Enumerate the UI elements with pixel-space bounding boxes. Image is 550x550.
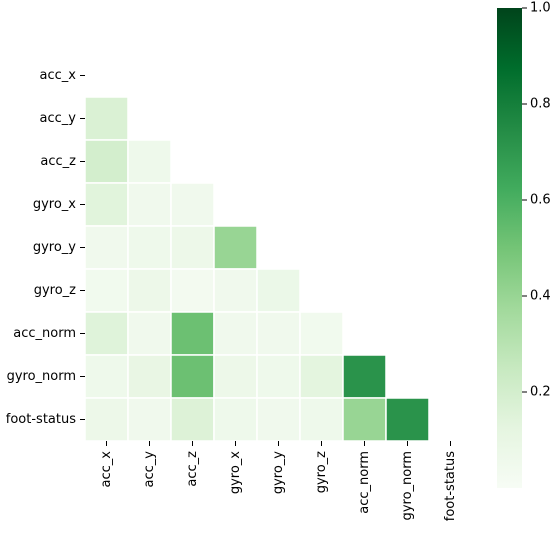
y-tick-label-gyro_x: gyro_x [33,197,76,212]
y-tick-label-gyro_y: gyro_y [33,240,76,255]
x-tick-label-foot-status: foot-status [443,451,458,521]
x-tick-labels: acc_x acc_y acc_z gyro_x gyro_y gyro_z acc_nor… [99,441,458,521]
y-tick-label-gyro_z: gyro_z [34,283,76,298]
cell-acc_z-acc_x [84,139,129,184]
cell-acc_z-acc_y [127,139,172,184]
cell-acc_norm-acc_x [84,311,129,356]
colorbar-tick-label: 0.8 [530,97,550,112]
cell-foot-status-acc_y [127,397,172,442]
cell-gyro_norm-acc_y [127,354,172,399]
cell-gyro_norm-acc_z [170,354,215,399]
colorbar: 0.2 0.4 0.6 0.8 1.0 [497,1,550,488]
cell-acc_y-acc_x [84,96,129,141]
cell-foot-status-gyro_z [299,397,344,442]
cell-gyro_y-acc_z [170,225,215,270]
colorbar-tick-label: 1.0 [530,1,550,16]
cell-foot-status-gyro_y [256,397,301,442]
x-tick-label-gyro_norm: gyro_norm [400,451,415,520]
cell-acc_norm-acc_z [170,311,215,356]
cell-foot-status-gyro_x [213,397,258,442]
cell-gyro_x-acc_y [127,182,172,227]
cell-foot-status-acc_z [170,397,215,442]
x-tick-label-gyro_y: gyro_y [271,451,286,494]
cell-gyro_norm-gyro_y [256,354,301,399]
cell-gyro_z-acc_y [127,268,172,313]
y-tick-label-acc_y: acc_y [40,111,77,126]
x-tick-label-gyro_z: gyro_z [314,451,329,493]
cell-gyro_x-acc_z [170,182,215,227]
y-tick-labels: acc_x acc_y acc_z gyro_x gyro_y gyro_z acc_nor… [6,68,85,427]
x-tick-label-acc_x: acc_x [99,451,114,488]
cell-gyro_norm-gyro_z [299,354,344,399]
cell-gyro_y-acc_x [84,225,129,270]
cell-gyro_y-acc_y [127,225,172,270]
colorbar-tick-label: 0.2 [530,385,550,400]
cell-acc_norm-gyro_x [213,311,258,356]
x-tick-label-acc_z: acc_z [185,451,200,487]
cell-gyro_norm-acc_x [84,354,129,399]
cell-gyro_z-gyro_y [256,268,301,313]
cell-gyro_norm-acc_norm [342,354,387,399]
cell-gyro_y-gyro_x [213,225,258,270]
cell-foot-status-acc_x [84,397,129,442]
y-tick-label-acc_x: acc_x [40,68,77,83]
x-tick-label-acc_norm: acc_norm [357,451,372,514]
cell-gyro_x-acc_x [84,182,129,227]
cell-gyro_z-gyro_x [213,268,258,313]
colorbar-gradient [497,8,522,488]
colorbar-tick-label: 0.6 [530,193,550,208]
x-tick-label-gyro_x: gyro_x [228,451,243,494]
cell-acc_norm-gyro_y [256,311,301,356]
cell-gyro_norm-gyro_x [213,354,258,399]
y-tick-label-gyro_norm: gyro_norm [7,369,76,384]
cell-gyro_z-acc_z [170,268,215,313]
cell-foot-status-gyro_norm [385,397,430,442]
y-tick-label-acc_z: acc_z [40,154,76,169]
y-tick-label-foot-status: foot-status [6,412,76,427]
cell-acc_norm-gyro_z [299,311,344,356]
cell-gyro_z-acc_x [84,268,129,313]
colorbar-tick-label: 0.4 [530,289,550,304]
y-tick-label-acc_norm: acc_norm [13,326,76,341]
cell-acc_norm-acc_y [127,311,172,356]
heatmap-cells [84,96,430,442]
cell-foot-status-acc_norm [342,397,387,442]
x-tick-label-acc_y: acc_y [142,451,157,488]
